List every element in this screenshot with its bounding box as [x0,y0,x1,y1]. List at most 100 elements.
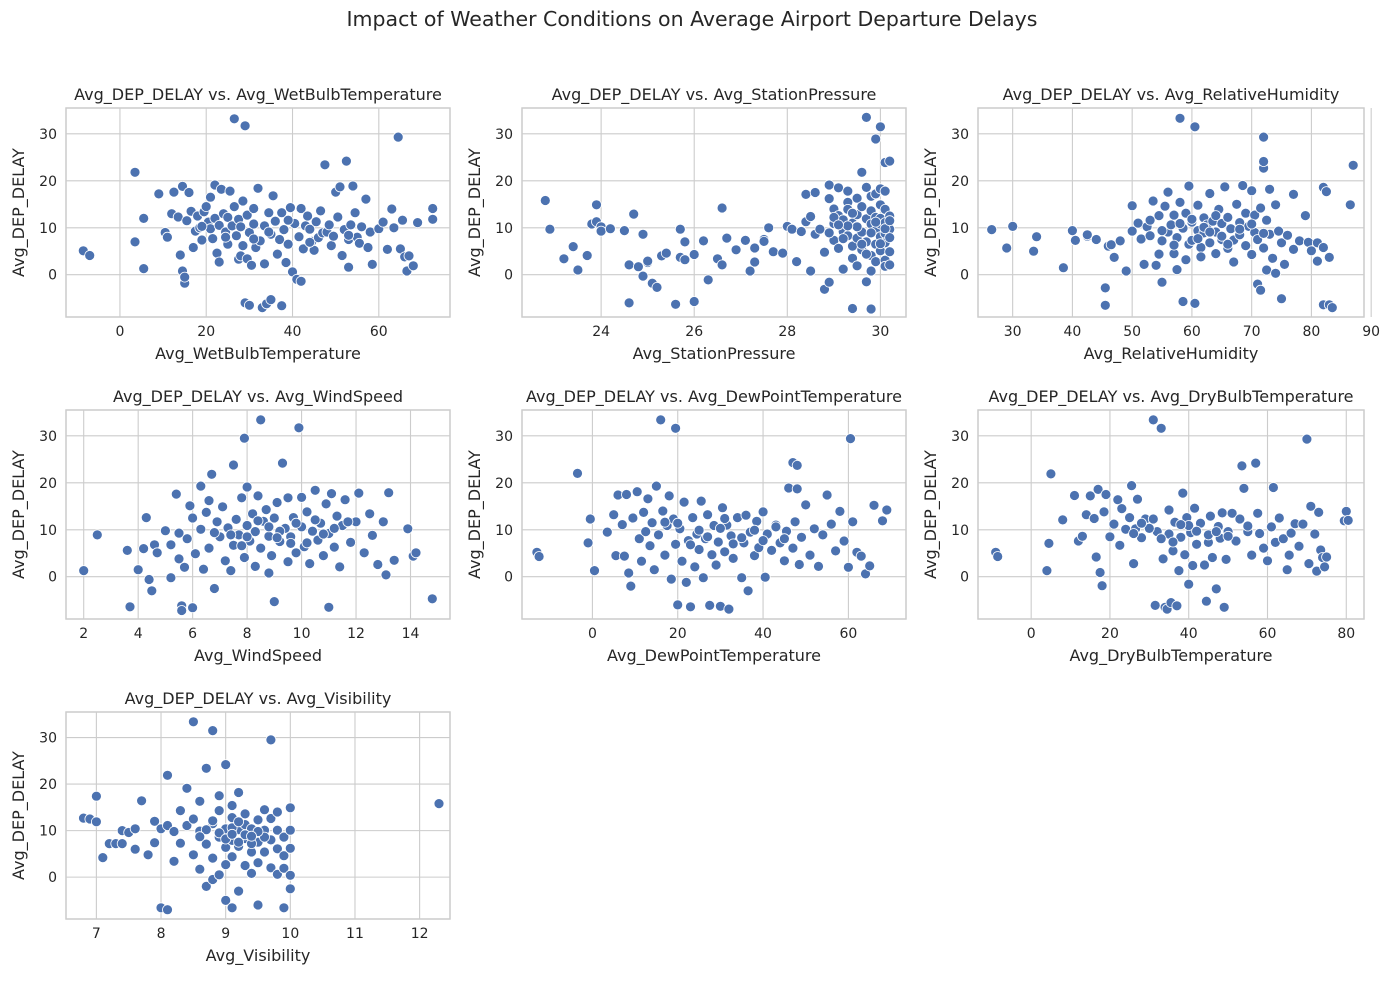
data-point [628,208,640,220]
data-point [170,488,182,500]
data-point [833,242,844,254]
data-point [207,233,219,245]
data-point [1138,258,1150,270]
data-point [226,902,238,914]
data-point [877,515,888,527]
data-point [865,227,877,239]
data-point [162,769,173,781]
data-point [1174,196,1186,208]
data-point [688,296,700,307]
data-point [1153,210,1165,222]
data-point [410,547,422,559]
data-point [787,542,799,554]
data-point [823,179,835,191]
data-point [278,831,290,843]
data-point [1043,538,1055,549]
y-tick-label: 0 [48,570,57,586]
y-tick-label: 30 [951,127,969,143]
x-tick-label: 60 [370,324,388,340]
data-point [241,531,253,543]
data-point [817,529,829,541]
data-point [320,498,332,510]
data-point [263,521,275,533]
data-point [861,276,872,288]
data-point [358,547,370,559]
data-point [220,231,232,243]
data-point [282,492,294,504]
data-point [791,483,803,495]
data-point [241,520,253,531]
data-point [633,533,645,545]
data-point [1277,533,1289,545]
data-point [843,561,854,573]
data-point [230,230,242,242]
data-point [1156,235,1168,247]
subplot-1: 0 20 40 60 0 10 20 30 Avg_DEP_DELAY vs. Avg_WetB… [9,85,451,364]
data-point [328,523,340,534]
data-point [749,242,761,254]
data-point [1306,245,1317,257]
data-point [220,759,232,770]
data-point [1001,242,1013,254]
data-point [851,221,863,233]
data-point [1112,494,1124,506]
data-point [1192,199,1204,211]
data-point [808,523,820,535]
data-point [633,261,644,273]
data-point [749,256,761,268]
data-point [293,422,305,434]
data-point [623,567,635,579]
y-axis-label: Avg_DEP_DELAY [921,450,941,579]
data-point [271,843,283,855]
x-tick-label: 8 [243,626,252,642]
data-point [366,530,378,541]
data-point [868,499,880,511]
data-point [1258,542,1269,554]
data-point [1344,199,1356,211]
data-point [1231,198,1243,210]
data-point [1301,433,1313,445]
data-point [407,260,419,272]
data-point [220,859,232,870]
data-point [1126,225,1138,237]
data-point [1124,512,1135,523]
data-point [715,523,726,534]
subplot-2: 24 26 28 30 0 10 20 30 Avg_DEP_DELAY vs. Avg_Sta… [465,85,907,364]
data-point [821,489,833,501]
data-point [875,238,886,250]
data-point [246,868,257,879]
data-point [861,181,872,193]
data-point [304,223,316,235]
data-point [1168,239,1180,251]
data-point [605,223,616,235]
data-point [1240,240,1252,252]
data-point [203,542,215,554]
data-point [572,264,584,276]
data-point [1258,156,1269,167]
data-point [1150,259,1162,271]
data-point [168,855,180,867]
data-point [267,190,279,202]
data-point [796,531,807,543]
data-point [241,481,253,493]
data-point [870,133,882,145]
data-point [757,535,769,546]
data-point [616,519,628,530]
data-point [1162,186,1174,198]
x-tick-label: 6 [188,626,197,642]
data-point [1177,296,1189,307]
data-point [179,271,191,283]
data-point [220,895,232,906]
data-point [187,512,199,524]
data-point [1321,551,1332,563]
data-point [1028,245,1039,257]
data-point [992,551,1004,562]
plot-area [65,107,451,318]
data-point [1246,549,1258,561]
data-point [174,837,186,849]
data-point [1180,254,1192,266]
data-point [129,166,141,178]
data-point [433,798,445,809]
data-point [328,541,340,553]
data-point [621,489,632,500]
